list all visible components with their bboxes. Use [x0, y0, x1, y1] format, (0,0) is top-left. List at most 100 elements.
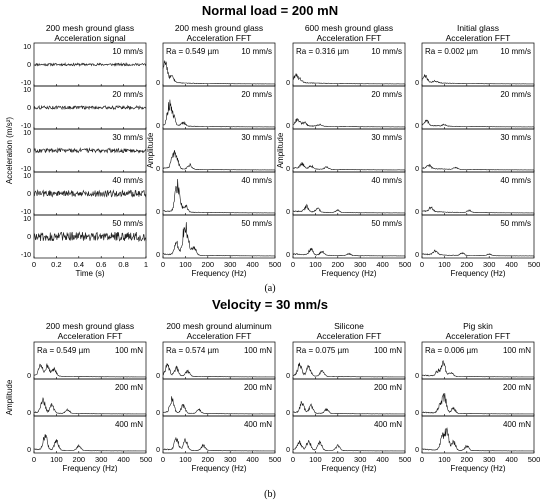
fft-trace-a-c3-r3 — [421, 206, 534, 214]
panel-b-col2-title: Silicone — [334, 321, 364, 331]
panel-b-r2-c0-label: 400 mN — [115, 420, 143, 429]
fft-a-c1-r4-xtick-label: 500 — [269, 260, 282, 269]
fft-ytick-label: 0 — [286, 252, 290, 259]
panel-b-r2-c2-label: 400 mN — [374, 420, 402, 429]
fft-a-ylabel: Amplitude — [146, 132, 155, 168]
fft-trace-b-c3-r0 — [421, 360, 534, 378]
fft-trace-a-c3-r2 — [421, 163, 534, 171]
fft-b-c2-r2-xtick-label: 200 — [332, 455, 345, 464]
panel-a-r0-c0-label: 10 mm/s — [112, 47, 143, 56]
signal-xlabel: Time (s) — [75, 269, 104, 278]
panel-a-col2-title: 600 mesh ground glass — [305, 23, 393, 33]
fft-a-xlabel: Frequency (Hz) — [321, 269, 376, 278]
panel-a-r3-c2-label: 40 mm/s — [371, 176, 402, 185]
panel-a-r1-c2-label: 20 mm/s — [371, 90, 402, 99]
signal-ytick-label: 10 — [23, 173, 31, 180]
panel-a-col3-title: Initial glass — [457, 23, 499, 33]
panel-a-r2-c1-label: 30 mm/s — [241, 133, 272, 142]
panel-a-r1-c0-label: 20 mm/s — [112, 90, 143, 99]
fft-b-c1-r2-xtick-label: 100 — [179, 455, 192, 464]
panel-b-col3-title: Pig skin — [463, 321, 493, 331]
signal-ytick-label: 10 — [23, 130, 31, 137]
fft-a-c2-r4-xtick-label: 500 — [399, 260, 412, 269]
signal-ytick-label: 10 — [23, 87, 31, 94]
fft-b-xlabel: Frequency (Hz) — [450, 464, 505, 473]
fft-ytick-label: 0 — [156, 80, 160, 87]
panel-a-r0-c2-label: 10 mm/s — [371, 47, 402, 56]
signal-ytick-label: 0 — [27, 191, 31, 198]
fft-ytick-label: 0 — [415, 252, 419, 259]
fft-a-c2-r4-xtick-label: 400 — [376, 260, 389, 269]
fft-trace-a-c1-r0 — [162, 60, 275, 85]
signal-ytick-label: 0 — [27, 105, 31, 112]
signal-r4-xtick-label: 0.2 — [51, 260, 61, 269]
panel-a-col3-subtitle: Acceleration FFT — [446, 33, 511, 43]
panel-b-col1-subtitle: Acceleration FFT — [187, 331, 252, 341]
panel-b-r2-c1-label: 400 mN — [244, 420, 272, 429]
fft-b-c0-r2-xtick-label: 200 — [73, 455, 86, 464]
fft-a-xlabel: Frequency (Hz) — [191, 269, 246, 278]
fft-ytick-label: 0 — [286, 447, 290, 454]
fft-trace-a-c3-r1 — [421, 119, 534, 128]
fft-b-c3-r2-xtick-label: 400 — [505, 455, 518, 464]
panel-a-r4-c3-frame — [421, 214, 535, 259]
fft-ytick-label: 0 — [415, 166, 419, 173]
fft-a-c3-r4-xtick-label: 100 — [438, 260, 451, 269]
panel-b-col1-ra: Ra = 0.574 µm — [166, 346, 219, 355]
panels-group: 200 mesh ground glass Acceleration signal… — [5, 23, 540, 473]
fft-a-c2-r4-xtick-label: 0 — [291, 260, 295, 269]
fft-trace-b-c2-r2 — [292, 440, 405, 452]
panel-b-r2-c2-frame — [292, 415, 406, 454]
panel-b-r2-c3-label: 400 mN — [503, 420, 531, 429]
fft-trace-b-c1-r1 — [162, 396, 275, 415]
panel-a-col2-subtitle: Acceleration FFT — [317, 33, 382, 43]
fft-ytick-label: 0 — [156, 373, 160, 380]
signal-r4-xtick-label: 0.6 — [96, 260, 106, 269]
fft-a-c2-r4-xtick-label: 200 — [332, 260, 345, 269]
fft-ytick-label: 0 — [27, 410, 31, 417]
fft-b-c3-r2-xtick-label: 500 — [528, 455, 541, 464]
fft-a-c2-r4-xtick-label: 300 — [354, 260, 367, 269]
fft-trace-a-c1-r2 — [162, 150, 275, 171]
panel-a-col0-subtitle: Acceleration signal — [54, 33, 125, 43]
fft-a-c3-r4-xtick-label: 300 — [483, 260, 496, 269]
panel-a-r1-c1-label: 20 mm/s — [241, 90, 272, 99]
fft-a-c1-r4-xtick-label: 400 — [246, 260, 259, 269]
signal-ytick-label: -10 — [21, 123, 31, 130]
fft-ytick-label: 0 — [27, 373, 31, 380]
fft-b-c1-r2-xtick-label: 0 — [161, 455, 165, 464]
panel-a-col1-title: 200 mesh ground glass — [175, 23, 263, 33]
fft-b-xlabel: Frequency (Hz) — [321, 464, 376, 473]
panel-b-r1-c3-label: 200 mN — [503, 383, 531, 392]
heading-b: Velocity = 30 mm/s — [212, 297, 328, 312]
fft-a-c3-r4-xtick-label: 0 — [420, 260, 424, 269]
signal-ytick-label: -10 — [21, 166, 31, 173]
signal-ytick-label: 10 — [23, 44, 31, 51]
fft-trace-a-c2-r0 — [292, 73, 405, 85]
panel-a-r3-c0-label: 40 mm/s — [112, 176, 143, 185]
fft-b-c0-r2-xtick-label: 500 — [140, 455, 153, 464]
fft-ytick-label: 0 — [286, 410, 290, 417]
panel-b-r0-c0-label: 100 mN — [115, 346, 143, 355]
panel-a-r4-c0-label: 50 mm/s — [112, 219, 143, 228]
fft-trace-b-c0-r0 — [33, 363, 146, 378]
signal-trace-r4 — [33, 231, 147, 243]
fft-b-c3-r2-xtick-label: 0 — [420, 455, 424, 464]
fft-ytick-label: 0 — [415, 209, 419, 216]
signal-r4-xtick-label: 0.8 — [118, 260, 128, 269]
fft-b-c1-r2-xtick-label: 200 — [202, 455, 215, 464]
panel-b-col0-ra: Ra = 0.549 µm — [37, 346, 90, 355]
fft-b-xlabel: Frequency (Hz) — [191, 464, 246, 473]
fft-ytick-label: 0 — [415, 447, 419, 454]
fft-trace-b-c3-r2 — [421, 427, 534, 452]
fft-trace-a-c1-r3 — [162, 178, 275, 214]
fft-b-c2-r2-xtick-label: 0 — [291, 455, 295, 464]
panel-b-r0-c2-label: 100 mN — [374, 346, 402, 355]
signal-ytick-label: 10 — [23, 216, 31, 223]
panel-b-col0-subtitle: Acceleration FFT — [58, 331, 123, 341]
fft-ytick-label: 0 — [286, 166, 290, 173]
panel-a-r1-c3-label: 20 mm/s — [500, 90, 531, 99]
panel-b-col3-ra: Ra = 0.006 µm — [425, 346, 478, 355]
panel-b-r2-c0-frame — [33, 415, 147, 454]
